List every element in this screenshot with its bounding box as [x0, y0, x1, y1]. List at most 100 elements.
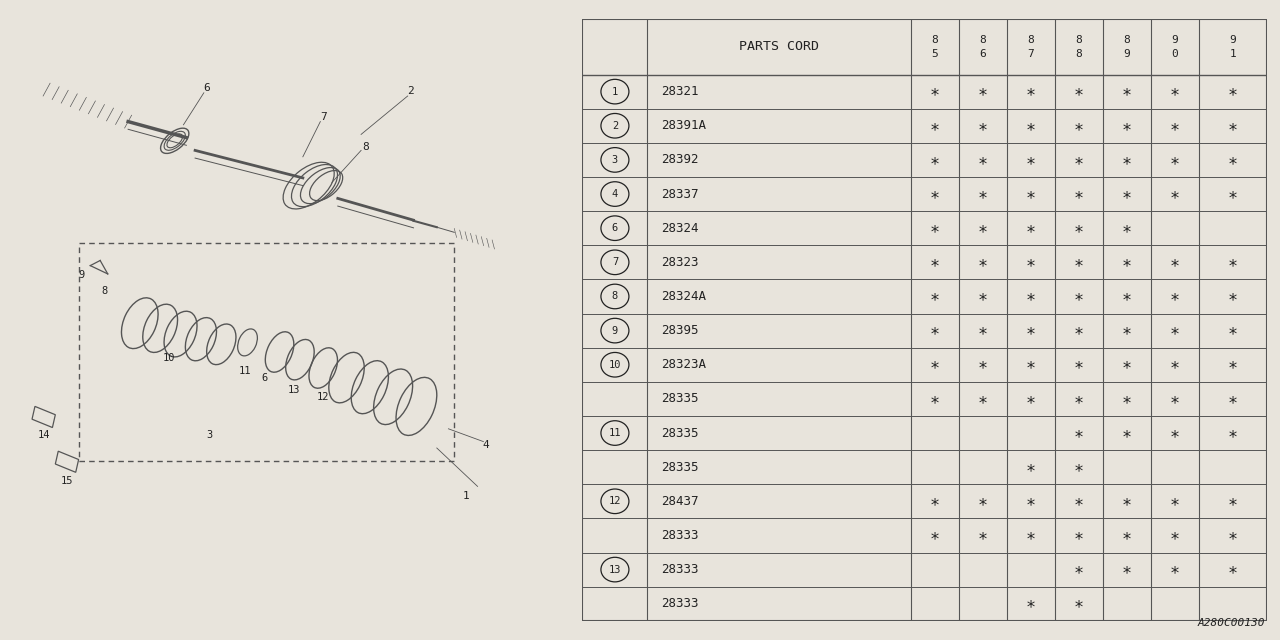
Text: ∗: ∗ — [1074, 287, 1084, 305]
Text: ∗: ∗ — [1074, 492, 1084, 510]
Text: ∗: ∗ — [978, 185, 988, 203]
Text: ∗: ∗ — [1121, 287, 1132, 305]
Text: ∗: ∗ — [1228, 492, 1238, 510]
Text: ∗: ∗ — [1027, 527, 1036, 545]
Text: 28391A: 28391A — [662, 119, 707, 132]
Text: 28335: 28335 — [662, 426, 699, 440]
Text: 13: 13 — [288, 385, 301, 396]
Text: ∗: ∗ — [1121, 527, 1132, 545]
Text: 4: 4 — [612, 189, 618, 199]
Text: ∗: ∗ — [1074, 322, 1084, 340]
Text: 8: 8 — [612, 291, 618, 301]
Text: ∗: ∗ — [1121, 253, 1132, 271]
Text: ∗: ∗ — [1228, 527, 1238, 545]
Text: ∗: ∗ — [1027, 253, 1036, 271]
Text: ∗: ∗ — [1170, 527, 1180, 545]
Text: ∗: ∗ — [1074, 116, 1084, 135]
Text: ∗: ∗ — [931, 151, 940, 169]
Text: ∗: ∗ — [1170, 424, 1180, 442]
Text: ∗: ∗ — [1074, 185, 1084, 203]
Text: ∗: ∗ — [1027, 322, 1036, 340]
Text: 7: 7 — [612, 257, 618, 268]
Text: ∗: ∗ — [1228, 83, 1238, 100]
Text: 28324: 28324 — [662, 221, 699, 235]
Text: ∗: ∗ — [1170, 253, 1180, 271]
Text: ∗: ∗ — [1027, 287, 1036, 305]
Text: ∗: ∗ — [1121, 116, 1132, 135]
Text: ∗: ∗ — [1170, 356, 1180, 374]
Text: ∗: ∗ — [1074, 356, 1084, 374]
Text: ∗: ∗ — [931, 287, 940, 305]
Text: 15: 15 — [60, 476, 73, 486]
Text: ∗: ∗ — [931, 322, 940, 340]
Text: 3: 3 — [206, 430, 212, 440]
Text: ∗: ∗ — [1121, 151, 1132, 169]
Text: 7: 7 — [320, 112, 326, 122]
Text: ∗: ∗ — [1027, 458, 1036, 476]
Text: ∗: ∗ — [1228, 322, 1238, 340]
Text: ∗: ∗ — [931, 527, 940, 545]
Text: ∗: ∗ — [1121, 424, 1132, 442]
Text: 28437: 28437 — [662, 495, 699, 508]
Text: 8: 8 — [101, 286, 108, 296]
Text: ∗: ∗ — [1228, 287, 1238, 305]
Text: ∗: ∗ — [1228, 424, 1238, 442]
Text: 6: 6 — [262, 372, 268, 383]
Text: 8: 8 — [932, 35, 938, 45]
Text: 9: 9 — [1124, 49, 1130, 58]
Text: ∗: ∗ — [1074, 424, 1084, 442]
Text: ∗: ∗ — [978, 356, 988, 374]
Text: PARTS CORD: PARTS CORD — [740, 40, 819, 53]
Text: 2: 2 — [612, 121, 618, 131]
Text: ∗: ∗ — [931, 185, 940, 203]
Text: 28333: 28333 — [662, 529, 699, 542]
Text: ∗: ∗ — [978, 492, 988, 510]
Text: ∗: ∗ — [1074, 390, 1084, 408]
Text: ∗: ∗ — [1027, 390, 1036, 408]
Text: ∗: ∗ — [1228, 151, 1238, 169]
Text: ∗: ∗ — [1170, 185, 1180, 203]
Text: ∗: ∗ — [1027, 116, 1036, 135]
Text: ∗: ∗ — [1228, 116, 1238, 135]
Text: 5: 5 — [932, 49, 938, 58]
Text: 28324A: 28324A — [662, 290, 707, 303]
Text: ∗: ∗ — [1074, 83, 1084, 100]
Text: ∗: ∗ — [1170, 322, 1180, 340]
Text: ∗: ∗ — [1170, 116, 1180, 135]
Text: 28321: 28321 — [662, 85, 699, 98]
Text: ∗: ∗ — [1121, 185, 1132, 203]
Text: 8: 8 — [1028, 35, 1034, 45]
Text: ∗: ∗ — [1027, 492, 1036, 510]
Text: 12: 12 — [317, 392, 329, 402]
Text: 3: 3 — [612, 155, 618, 165]
Text: 28323: 28323 — [662, 256, 699, 269]
Text: 6: 6 — [979, 49, 987, 58]
Text: 28335: 28335 — [662, 392, 699, 405]
Text: ∗: ∗ — [1027, 185, 1036, 203]
Text: 14: 14 — [37, 430, 50, 440]
Text: ∗: ∗ — [1074, 219, 1084, 237]
Text: 9: 9 — [1230, 35, 1236, 45]
Text: 9: 9 — [78, 270, 84, 280]
Text: 28395: 28395 — [662, 324, 699, 337]
Text: ∗: ∗ — [978, 253, 988, 271]
Text: ∗: ∗ — [931, 219, 940, 237]
Text: 10: 10 — [163, 353, 175, 364]
Text: ∗: ∗ — [1074, 151, 1084, 169]
Text: ∗: ∗ — [1121, 492, 1132, 510]
Text: 28335: 28335 — [662, 461, 699, 474]
Text: ∗: ∗ — [1228, 185, 1238, 203]
Text: ∗: ∗ — [1074, 253, 1084, 271]
Text: ∗: ∗ — [978, 322, 988, 340]
Text: 28333: 28333 — [662, 597, 699, 610]
Text: 0: 0 — [1171, 49, 1178, 58]
Text: 28337: 28337 — [662, 188, 699, 200]
Text: 4: 4 — [483, 440, 490, 450]
Text: ∗: ∗ — [1228, 356, 1238, 374]
Text: ∗: ∗ — [1121, 219, 1132, 237]
Text: ∗: ∗ — [1027, 356, 1036, 374]
Text: ∗: ∗ — [1027, 151, 1036, 169]
Text: ∗: ∗ — [1228, 390, 1238, 408]
Text: 28333: 28333 — [662, 563, 699, 576]
Text: ∗: ∗ — [1121, 356, 1132, 374]
